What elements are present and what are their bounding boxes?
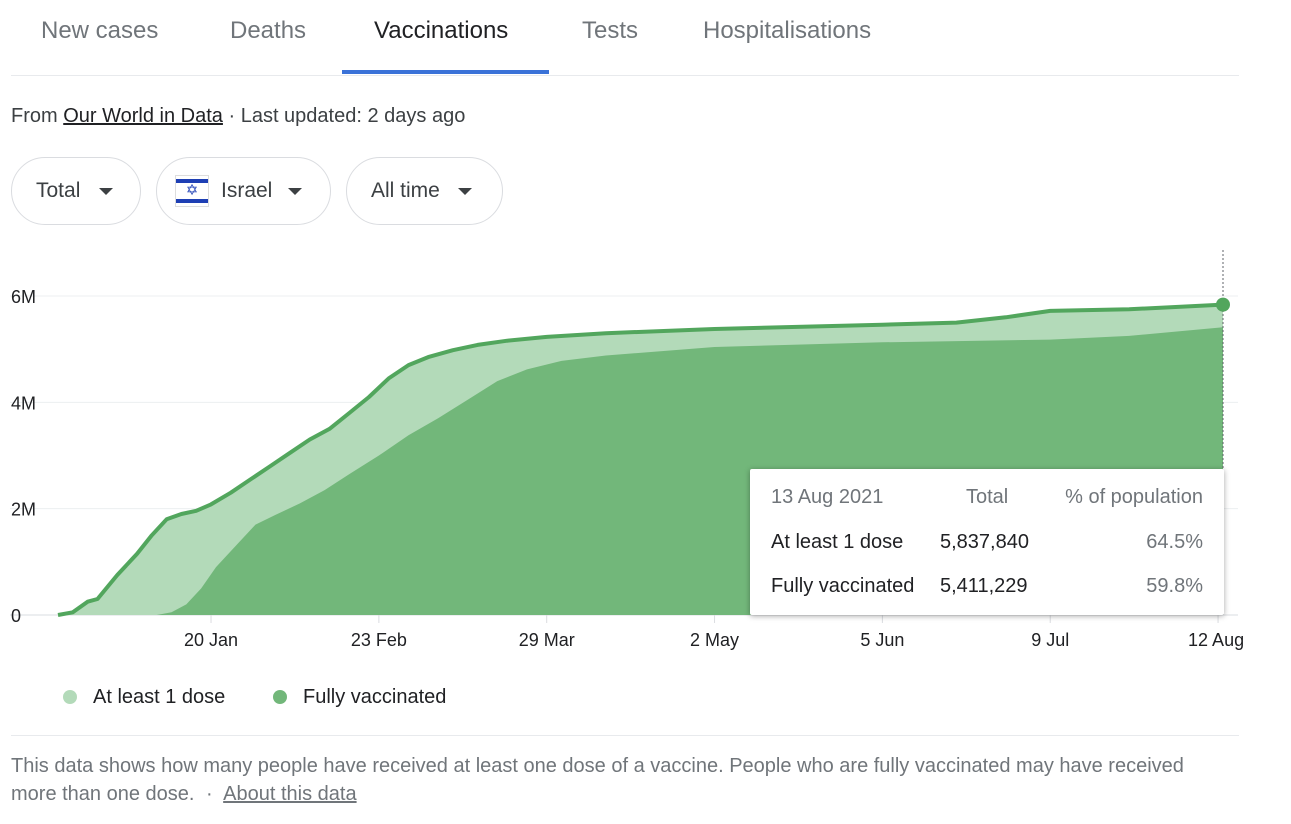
- chevron-down-icon: [99, 187, 114, 195]
- tooltip-row-label: At least 1 dose: [771, 531, 904, 553]
- legend-item-fully-vaccinated[interactable]: Fully vaccinated: [273, 684, 446, 710]
- y-tick-label: 4M: [11, 393, 36, 413]
- tab-new-cases[interactable]: New cases: [41, 17, 159, 44]
- israel-flag-icon: ✡: [175, 175, 209, 207]
- active-tab-indicator: [342, 70, 549, 74]
- legend-item-at-least-one-dose[interactable]: At least 1 dose: [63, 684, 225, 710]
- tooltip-date: 13 Aug 2021: [771, 486, 884, 508]
- source-link[interactable]: Our World in Data: [63, 105, 223, 127]
- note-separator: ·: [206, 783, 213, 805]
- legend-label: Fully vaccinated: [303, 685, 447, 708]
- legend-swatch: [63, 690, 77, 704]
- metric-dropdown-label: Total: [36, 179, 81, 202]
- data-note-text: This data shows how many people have rec…: [11, 755, 1184, 805]
- tooltip-row-total: 5,411,229: [940, 575, 1028, 597]
- y-tick-label: 6M: [11, 287, 36, 307]
- x-tick-label: 12 Aug: [1188, 630, 1244, 650]
- metric-tabs: New cases Deaths Vaccinations Tests Hosp…: [11, 0, 1239, 76]
- chevron-down-icon: [457, 187, 472, 195]
- tooltip-row-pct: 64.5%: [1146, 531, 1203, 553]
- tooltip-row-pct: 59.8%: [1146, 575, 1203, 597]
- legend-swatch: [273, 690, 287, 704]
- chart-tooltip: 13 Aug 2021 Total % of population At lea…: [750, 469, 1224, 615]
- x-tick-label: 23 Feb: [351, 630, 407, 650]
- x-axis: 20 Jan 23 Feb 29 Mar 2 May 5 Jun 9 Jul 12 Aug: [184, 615, 1244, 650]
- hover-point: [1216, 297, 1230, 312]
- x-tick-label: 5 Jun: [860, 630, 904, 650]
- tooltip-row-total: 5,837,840: [940, 531, 1029, 553]
- x-tick-label: 9 Jul: [1031, 630, 1069, 650]
- metric-dropdown[interactable]: Total: [11, 157, 141, 225]
- about-data-link[interactable]: About this data: [223, 783, 357, 805]
- tab-vaccinations[interactable]: Vaccinations: [374, 17, 509, 44]
- chevron-down-icon: [288, 187, 303, 195]
- tab-tests[interactable]: Tests: [582, 17, 639, 44]
- source-line: From Our World in Data · Last updated: 2…: [11, 103, 465, 129]
- tab-hospitalisations[interactable]: Hospitalisations: [703, 17, 872, 44]
- y-tick-label: 0: [11, 606, 21, 626]
- y-tick-label: 2M: [11, 500, 36, 520]
- time-range-dropdown[interactable]: All time: [346, 157, 503, 225]
- x-tick-label: 2 May: [690, 630, 739, 650]
- country-dropdown[interactable]: ✡ Israel: [156, 157, 331, 225]
- time-range-label: All time: [371, 179, 440, 202]
- x-tick-label: 20 Jan: [184, 630, 238, 650]
- tooltip-col-total: Total: [966, 486, 1009, 508]
- divider: [11, 735, 1239, 736]
- country-dropdown-label: Israel: [221, 179, 273, 202]
- last-updated: · Last updated: 2 days ago: [228, 105, 466, 127]
- y-axis: 0 2M 4M 6M: [11, 287, 36, 626]
- x-tick-label: 29 Mar: [519, 630, 575, 650]
- tooltip-col-pct: % of population: [1065, 486, 1203, 508]
- legend-label: At least 1 dose: [93, 685, 226, 708]
- data-note: This data shows how many people have rec…: [11, 752, 1211, 808]
- tab-deaths[interactable]: Deaths: [230, 17, 307, 44]
- source-prefix: From: [11, 105, 58, 127]
- series-line-at-least-one-dose: [57, 302, 1224, 617]
- tooltip-row-label: Fully vaccinated: [771, 575, 915, 597]
